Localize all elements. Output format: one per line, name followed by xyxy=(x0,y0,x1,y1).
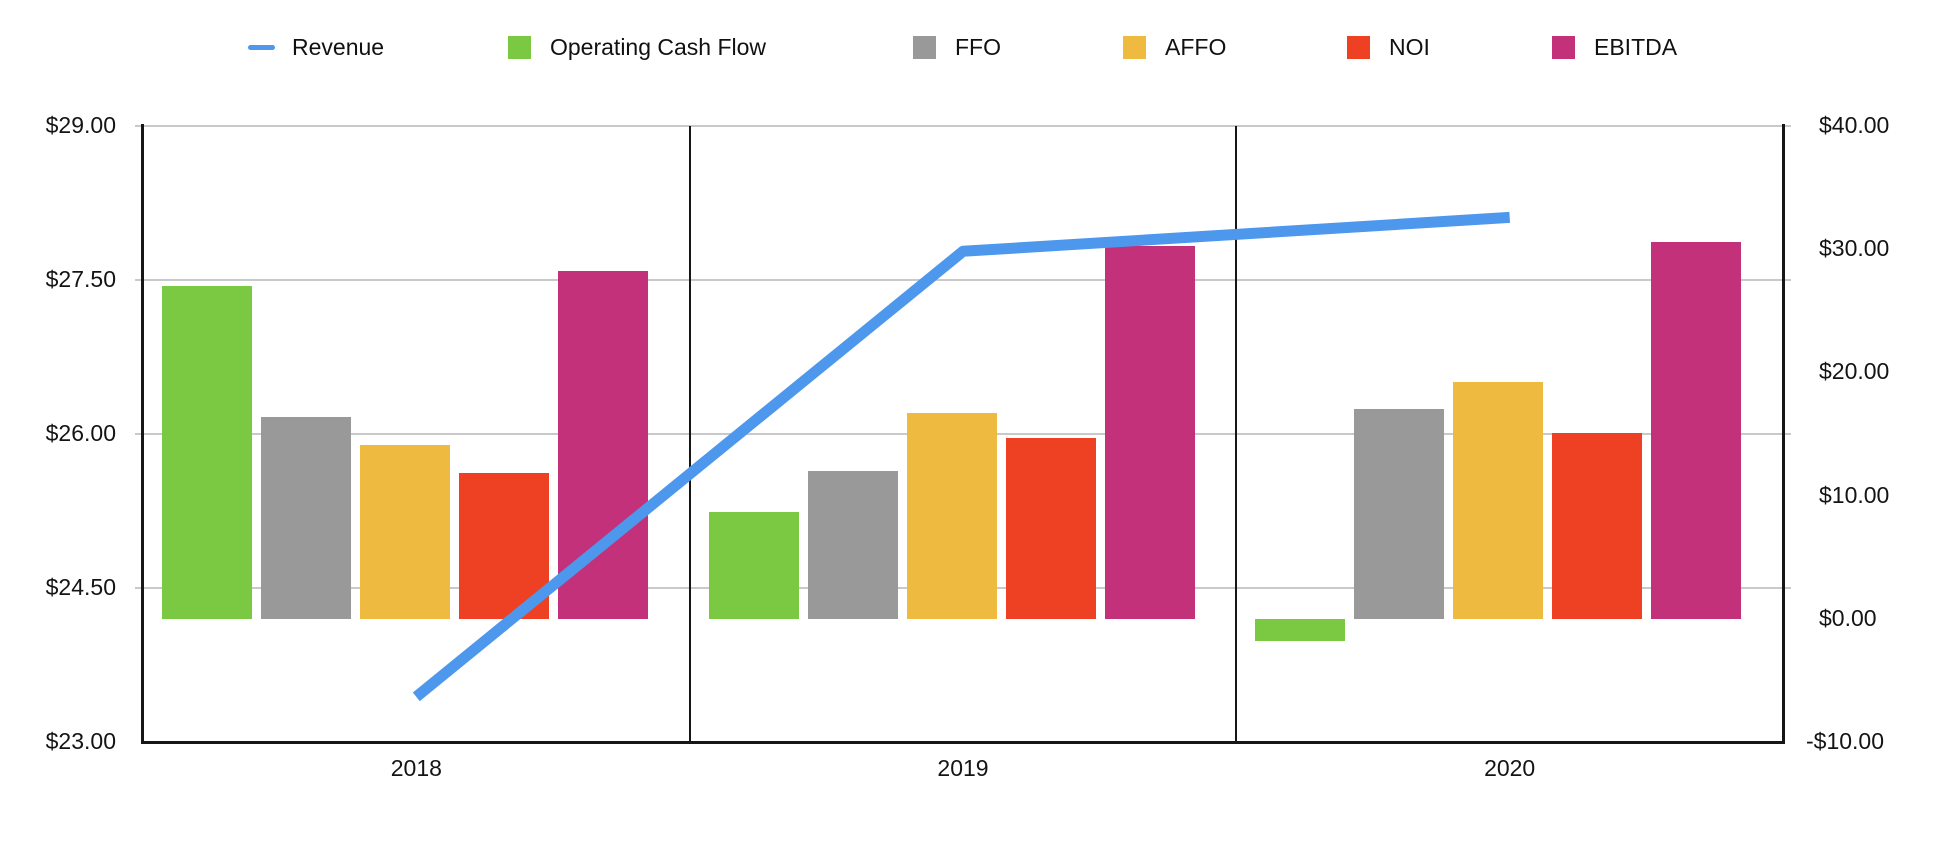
right-axis-tick: $20.00 xyxy=(1819,358,1890,385)
legend-color-swatch xyxy=(508,35,531,59)
bar-affo-2019 xyxy=(906,413,997,619)
bar-ffo-2019 xyxy=(807,471,898,619)
right-axis-line xyxy=(1782,124,1785,744)
legend-line-swatch xyxy=(248,44,275,50)
legend-label: Operating Cash Flow xyxy=(550,33,767,60)
bar-noi-2019 xyxy=(1005,437,1096,619)
right-axis-tick: $40.00 xyxy=(1819,112,1890,138)
legend-item-operating-cash-flow: Operating Cash Flow xyxy=(508,33,766,61)
panel-separator xyxy=(688,126,691,742)
left-axis-tick: $26.00 xyxy=(45,420,116,446)
x-axis-label-2019: 2019 xyxy=(937,755,989,781)
right-axis-tick: $30.00 xyxy=(1819,235,1890,262)
bar-noi-2020 xyxy=(1552,432,1643,619)
bar-ffo-2018 xyxy=(261,416,351,619)
legend-item-revenue: Revenue xyxy=(248,33,384,61)
bar-operating-cash-flow-2020 xyxy=(1255,618,1346,641)
legend-item-ebitda: EBITDA xyxy=(1552,33,1677,61)
bar-affo-2020 xyxy=(1453,382,1544,619)
legend-item-ffo: FFO xyxy=(913,33,1001,61)
left-axis-tick: $27.50 xyxy=(45,266,116,292)
legend-label: EBITDA xyxy=(1594,33,1678,60)
right-axis-tick: $10.00 xyxy=(1819,481,1890,508)
bar-noi-2018 xyxy=(459,473,549,619)
legend-color-swatch xyxy=(913,35,936,59)
left-axis-tick: $23.00 xyxy=(45,728,116,754)
left-axis-tick: $29.00 xyxy=(45,112,116,138)
legend-color-swatch xyxy=(1552,35,1575,59)
right-axis-tick: $0.00 xyxy=(1819,604,1877,631)
legend-label: AFFO xyxy=(1165,33,1227,60)
bar-ebitda-2018 xyxy=(558,271,648,619)
panel-separator xyxy=(1235,126,1238,742)
bar-affo-2018 xyxy=(360,445,450,619)
gridline xyxy=(135,279,1791,281)
left-axis-line xyxy=(141,124,144,744)
legend-color-swatch xyxy=(1347,35,1370,59)
legend-label: NOI xyxy=(1389,33,1430,60)
left-axis-tick: $24.50 xyxy=(45,574,116,600)
legend-item-noi: NOI xyxy=(1347,33,1430,61)
bar-ffo-2020 xyxy=(1354,409,1445,619)
legend-item-affo: AFFO xyxy=(1123,33,1226,61)
right-axis-tick: -$10.00 xyxy=(1806,728,1885,754)
gridline xyxy=(135,125,1791,127)
legend-label: FFO xyxy=(955,33,1001,60)
bar-ebitda-2019 xyxy=(1104,245,1195,619)
legend-label: Revenue xyxy=(292,33,385,60)
bar-ebitda-2020 xyxy=(1651,241,1742,619)
x-axis-label-2020: 2020 xyxy=(1484,755,1536,781)
bar-operating-cash-flow-2018 xyxy=(162,286,252,619)
legend-color-swatch xyxy=(1123,35,1146,59)
bar-operating-cash-flow-2019 xyxy=(708,511,799,619)
x-axis-label-2018: 2018 xyxy=(390,755,442,781)
bottom-axis-line xyxy=(141,741,1785,744)
